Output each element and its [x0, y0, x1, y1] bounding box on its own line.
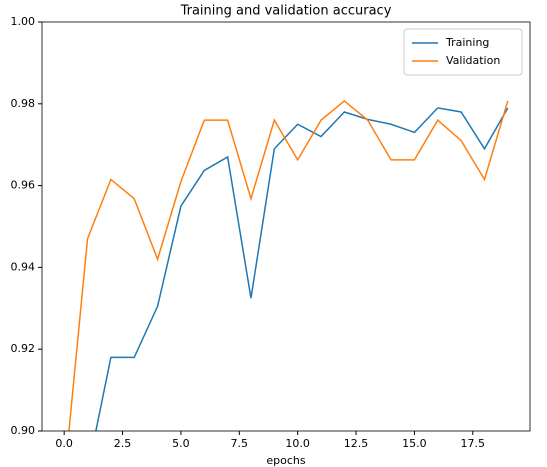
x-tick-label: 2.5	[114, 437, 132, 450]
x-tick-label: 10.0	[285, 437, 310, 450]
x-tick-label: 7.5	[231, 437, 249, 450]
y-tick-label: 0.92	[11, 342, 36, 355]
y-tick-label: 0.90	[11, 424, 36, 437]
x-tick-label: 12.5	[344, 437, 369, 450]
x-tick-label: 17.5	[461, 437, 486, 450]
axes-frame	[41, 21, 531, 432]
x-tick-label: 5.0	[172, 437, 190, 450]
y-tick-label: 0.94	[11, 260, 36, 273]
legend-box	[403, 28, 523, 76]
plot-area	[68, 99, 509, 431]
x-axis-label: epochs	[266, 454, 305, 467]
legend-label: Training	[445, 36, 489, 49]
legend-label: Validation	[446, 54, 500, 67]
y-tick-label: 1.00	[11, 15, 36, 28]
line-series	[68, 99, 509, 431]
chart-title: Training and validation accuracy	[180, 4, 392, 19]
y-tick-label: 0.98	[11, 97, 36, 110]
x-tick-label: 0.0	[55, 437, 73, 450]
y-tick-label: 0.96	[11, 179, 36, 192]
x-tick-label: 15.0	[402, 437, 427, 450]
line-series	[95, 107, 509, 431]
